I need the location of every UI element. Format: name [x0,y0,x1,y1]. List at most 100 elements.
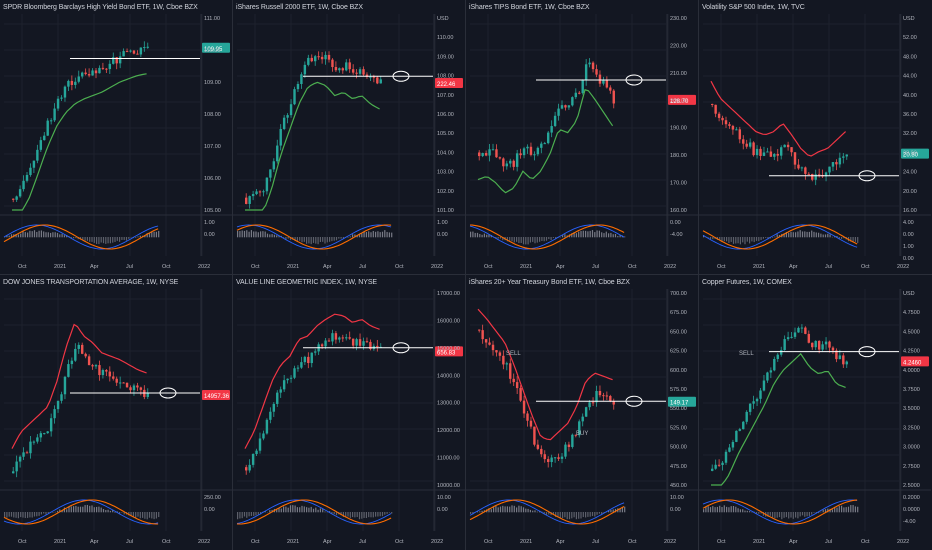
candle [519,153,522,156]
candle [578,92,581,94]
histogram-bar [723,237,725,242]
histogram-bar [375,512,377,517]
time-axis-label: Apr [90,539,99,545]
candle [797,164,800,169]
histogram-bar [735,237,737,244]
ellipse-marker[interactable] [625,395,643,407]
histogram-bar [719,237,721,241]
histogram-bar [585,230,587,238]
histogram-bar [123,237,125,240]
histogram-bar [564,512,566,518]
histogram-bar [294,505,296,513]
time-axis-label: Oct [861,264,870,270]
histogram-bar [271,509,273,513]
price-tick-label: 109.00 [204,80,221,86]
candle [258,191,262,193]
candle [759,148,762,156]
histogram-bar [536,511,538,513]
histogram-bar [98,506,100,513]
histogram-bar [769,512,771,516]
ellipse-marker[interactable] [159,387,177,399]
candle [74,81,77,85]
histogram-bar [790,512,792,518]
histogram-bar [470,231,472,238]
histogram-bar [843,507,845,513]
candle [334,333,338,340]
candle [320,344,324,347]
histogram-bar [363,231,365,238]
chart-panel-hyg[interactable]: 109.95 111.00 110.00 109.00 108.00 107.00 106.… [0,0,232,274]
price-tick-label: 625.00 [670,349,687,355]
candle [63,376,67,395]
chart-panel-copper[interactable]: 4.2460 USD 4.7500 4.5000 4.2500 4.0000 3.7500 3… [699,275,931,549]
histogram-bar [381,512,384,517]
histogram-bar [91,505,93,513]
osc-tick-label: 250.00 [204,495,221,501]
histogram-bar [112,237,114,243]
histogram-bar [84,237,86,241]
candle [783,339,786,351]
ellipse-marker[interactable] [625,74,643,86]
histogram-bar [610,510,612,513]
candle [358,69,362,74]
candle [132,385,136,391]
histogram-bar [158,230,160,238]
histogram-bar [352,512,354,518]
histogram-bar [89,237,91,242]
histogram-bar [386,231,388,238]
histogram-bar [280,508,282,513]
histogram-bar [527,508,529,513]
histogram-bar [123,512,125,515]
histogram-bar [340,512,342,516]
chart-panel-tlt[interactable]: 149.17 700.00 675.00 650.00 625.00 600.00 575.… [466,275,698,549]
candle [605,79,609,88]
last-price-badge [202,42,230,53]
candle [731,441,735,448]
candle [602,395,605,397]
histogram-bar [15,234,17,238]
ellipse-marker[interactable] [858,170,876,182]
histogram-bar [10,234,13,238]
ellipse-marker[interactable] [392,342,410,354]
histogram-bar [753,511,755,513]
candle [49,120,53,122]
histogram-bar [742,509,744,513]
histogram-bar [585,512,587,518]
chart-canvas: 656.83 17000.00 16000.00 15000.00 14000.00 13… [233,289,465,545]
histogram-bar [516,237,518,242]
histogram-bar [850,505,852,513]
ellipse-marker[interactable] [392,70,410,82]
ellipse-marker[interactable] [858,346,876,358]
time-axis-label: 2021 [287,539,299,545]
chart-panel-iwm[interactable]: 222.46 USD 110.00 109.00 108.00 107.00 106.00 1… [233,0,465,274]
chart-panel-vix[interactable]: 20.80 USD 52.00 48.00 44.00 40.00 36.00 32.00 28… [699,0,931,274]
candle [790,147,793,153]
histogram-bar [486,234,488,238]
chart-panel-xvg[interactable]: 656.83 17000.00 16000.00 15000.00 14000.00 13… [233,275,465,549]
candle [560,456,564,459]
osc-tick-label: -4.00 [670,232,683,238]
candle [724,451,728,463]
candle [728,447,731,452]
price-tick-label: 108.00 [437,74,454,80]
histogram-bar [391,512,393,514]
histogram-bar [47,232,49,238]
histogram-bar [310,506,312,513]
time-axis-label: 2021 [520,264,532,270]
chart-panel-tip[interactable]: 128.70 230.00 220.00 210.00 200.00 190.00 180.… [466,0,698,274]
histogram-bar [804,512,806,517]
candle [22,452,25,457]
histogram-bar [488,234,490,238]
histogram-bar [808,231,810,238]
histogram-bar [495,506,497,513]
histogram-bar [472,231,474,238]
histogram-bar [824,234,827,238]
time-axis-label: 2021 [54,264,66,270]
histogram-bar [815,232,817,238]
chart-panel-djt[interactable]: 14957.36 250.00 0.00 Oct 2021 Apr Jul Oct 2022 D… [0,275,232,549]
histogram-bar [296,507,298,513]
candle [341,68,345,71]
histogram-bar [119,237,121,242]
price-tick-label: 4.2500 [903,349,920,355]
histogram-bar [601,512,603,515]
